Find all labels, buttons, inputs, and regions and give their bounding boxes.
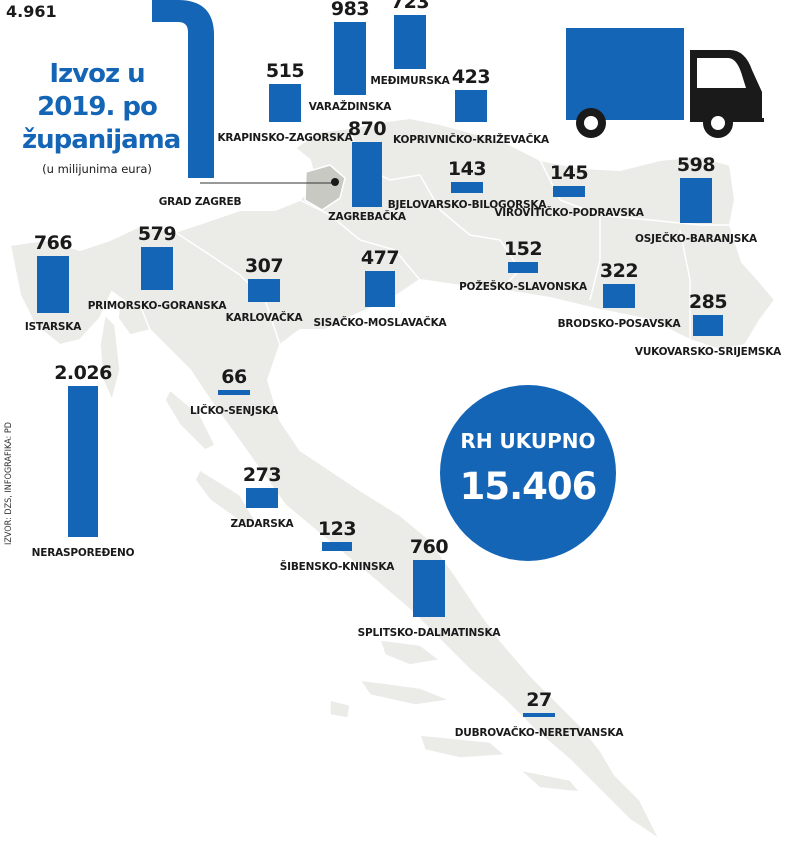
island-krk (117, 299, 152, 336)
county-value-varazdinska: 983 (330, 0, 370, 20)
county-label-krapinsko-zagorska: KRAPINSKO-ZAGORSKA (217, 132, 353, 144)
truck-icon (566, 28, 764, 138)
county-label-zagrebacka: ZAGREBAČKA (328, 211, 406, 223)
total-circle: RH UKUPNO 15.406 (440, 385, 616, 561)
county-label-koprivnicko-krizevacka: KOPRIVNIČKO-KRIŽEVAČKA (393, 134, 549, 146)
infographic-title: Izvoz u 2019. po županijama (22, 59, 181, 155)
county-label-licko-senjska: LIČKO-SENJSKA (189, 405, 279, 417)
county-bar-varazdinska (334, 21, 366, 95)
county-value-dubrovacko-neretvanska: 27 (526, 689, 552, 711)
zagreb-city-area (304, 164, 346, 211)
county-bar-vukovarsko-srijemska (693, 314, 723, 336)
county-bar-licko-senjska (218, 390, 250, 395)
county-value-bjelovarsko-bilogorska: 143 (447, 158, 487, 181)
county-bar-splitsko-dalmatinska (413, 560, 445, 617)
county-bar-sibensko-kninska (322, 541, 352, 551)
island-dugi (194, 468, 257, 526)
county-label-osjecko-baranjska: OSJEČKO-BARANJSKA (635, 233, 757, 245)
county-bar-koprivnicko-krizevacka (455, 90, 487, 122)
county-bar-istarska (37, 255, 69, 313)
county-bar-sisacko-moslavacka (365, 271, 395, 307)
island-vis (329, 699, 351, 719)
county-value-karlovacka: 307 (244, 255, 284, 278)
county-label-vukovarsko-srijemska: VUKOVARSKO-SRIJEMSKA (634, 346, 782, 358)
county-bar-zagrebacka (352, 142, 382, 207)
county-value-istarska: 766 (33, 231, 73, 254)
county-label-splitsko-dalmatinska: SPLITSKO-DALMATINSKA (357, 627, 501, 639)
county-value-nerasporedeno: 2.026 (54, 362, 112, 385)
county-value-primorsko-goranska: 579 (137, 222, 177, 245)
grad-zagreb-connector-bar (152, 0, 214, 178)
county-bar-primorsko-goranska (141, 246, 173, 290)
county-label-brodsko-posavska: BRODSKO-POSAVSKA (557, 318, 681, 330)
county-value-splitsko-dalmatinska: 760 (409, 536, 449, 559)
island-mljet (517, 768, 582, 793)
county-bar-viroviticko-podravska (553, 186, 585, 197)
county-value-viroviticko-podravska: 145 (549, 162, 589, 185)
source-credit: IZVOR: DZS, INFOGRAFIKA: PD (4, 422, 14, 545)
county-value-licko-senjska: 66 (221, 366, 247, 389)
county-bar-brodsko-posavska (603, 284, 635, 308)
croatia-land (9, 117, 776, 841)
county-value-zadarska: 273 (242, 463, 282, 486)
county-label-karlovacka: KARLOVAČKA (225, 312, 303, 324)
county-label-zadarska: ZADARSKA (230, 518, 294, 530)
county-bar-krapinsko-zagorska (269, 83, 301, 122)
county-bar-osjecko-baranjska (680, 178, 712, 223)
county-label-varazdinska: VARAŽDINSKA (308, 101, 392, 113)
island-korcula (418, 734, 507, 759)
island-cres (99, 313, 121, 403)
grad-zagreb-marker (331, 178, 339, 186)
county-bar-zadarska (246, 487, 278, 508)
county-value-sibensko-kninska: 123 (317, 517, 357, 540)
county-label-bjelovarsko-bilogorska: BJELOVARSKO-BILOGORSKA (387, 199, 547, 211)
county-label-istarska: ISTARSKA (24, 321, 82, 333)
grad-zagreb-value: 4.961 (6, 2, 57, 21)
county-bar-pozesko-slavonska (508, 261, 538, 273)
county-value-brodsko-posavska: 322 (599, 260, 639, 282)
county-value-sisacko-moslavacka: 477 (360, 247, 400, 270)
county-label-viroviticko-podravska: VIROVITIČKO-PODRAVSKA (494, 207, 644, 219)
county-label-medimurska: MEĐIMURSKA (370, 75, 450, 87)
county-bar-medimurska (394, 15, 426, 69)
island-hvar (358, 679, 453, 706)
county-value-osjecko-baranjska: 598 (676, 154, 716, 177)
county-borders (174, 127, 730, 541)
county-value-vukovarsko-srijemska: 285 (688, 290, 728, 313)
county-bar-dubrovacko-neretvanska (523, 713, 555, 717)
county-label-sibensko-kninska: ŠIBENSKO-KNINSKA (279, 561, 395, 573)
county-bar-bjelovarsko-bilogorska (451, 182, 483, 193)
county-label-nerasporedeno: NERASPOREĐENO (31, 547, 135, 559)
county-label-grad-zagreb: GRAD ZAGREB (158, 196, 242, 208)
county-label-pozesko-slavonska: POŽEŠKO-SLAVONSKA (459, 281, 587, 293)
county-value-koprivnicko-krizevacka: 423 (451, 66, 491, 89)
county-label-primorsko-goranska: PRIMORSKO-GORANSKA (87, 300, 227, 312)
total-value: 15.406 (459, 465, 598, 508)
county-label-dubrovacko-neretvanska: DUBROVAČKO-NERETVANSKA (454, 727, 624, 739)
county-bar-karlovacka (248, 279, 280, 302)
infographic-subtitle: (u milijunima eura) (42, 162, 152, 176)
county-bar-nerasporedeno (68, 386, 98, 537)
island-brac (378, 639, 442, 666)
county-label-sisacko-moslavacka: SISAČKO-MOSLAVAČKA (313, 317, 447, 329)
county-value-krapinsko-zagorska: 515 (265, 59, 305, 82)
island-pag (164, 388, 217, 451)
county-value-zagrebacka: 870 (347, 118, 387, 141)
county-value-pozesko-slavonska: 152 (503, 237, 543, 260)
county-value-medimurska: 723 (390, 0, 430, 14)
total-label: RH UKUPNO (460, 429, 596, 453)
